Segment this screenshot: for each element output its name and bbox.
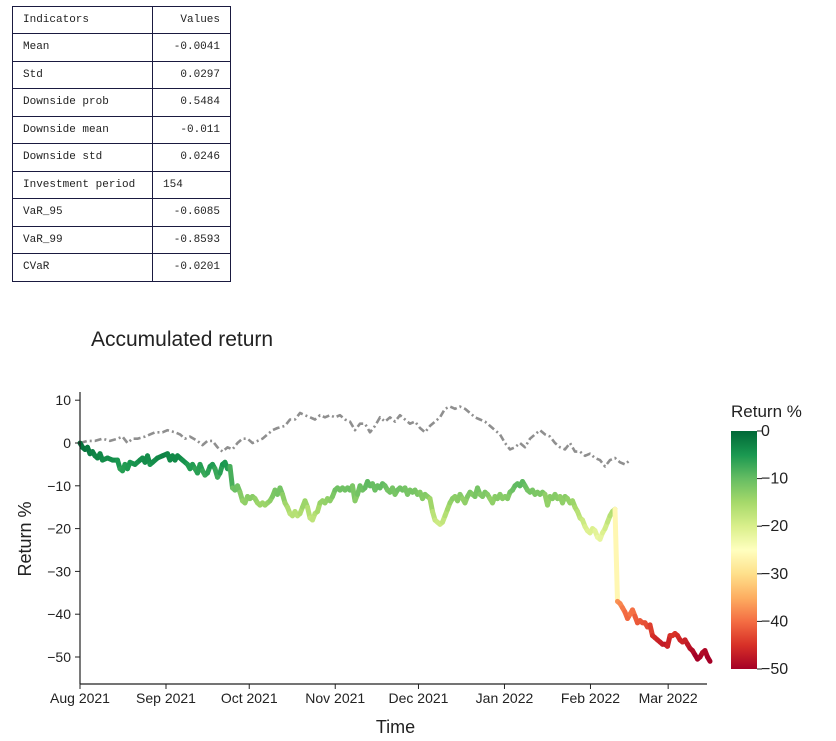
table-row: CVaR -0.0201 (12, 253, 231, 282)
statistics-table-header-row: Indicators Values (12, 6, 231, 34)
y-tick-label: 0 (63, 435, 71, 451)
colorbar-tick-label: −10 (761, 471, 788, 488)
x-tick-label: Feb 2022 (561, 690, 620, 706)
indicator-value: -0.0201 (152, 253, 231, 282)
indicator-name: Downside mean (12, 115, 153, 144)
colorbar-tick-label: −40 (761, 613, 788, 630)
indicator-name: Investment period (12, 170, 153, 199)
y-tick-label: −10 (47, 478, 71, 494)
y-tick-label: −30 (47, 563, 71, 579)
y-tick-label: −20 (47, 521, 71, 537)
indicator-value: -0.8593 (152, 225, 231, 254)
return-line-segment (227, 464, 235, 491)
benchmark-line (79, 405, 631, 468)
return-line-segment (612, 506, 620, 604)
indicator-name: VaR_95 (12, 198, 153, 227)
table-row: VaR_95 -0.6085 (12, 198, 231, 227)
x-tick-label: Mar 2022 (639, 690, 698, 706)
table-row: VaR_99 -0.8593 (12, 225, 231, 254)
table-row: Downside std 0.0246 (12, 143, 231, 172)
colorbar-title: Return % (731, 402, 802, 421)
indicator-value: -0.6085 (152, 198, 231, 227)
table-row: Downside prob 0.5484 (12, 88, 231, 117)
indicator-value: 0.0246 (152, 143, 231, 172)
y-tick-label: −50 (47, 649, 71, 665)
colorbar-scale (731, 431, 757, 669)
y-tick-label: −40 (47, 606, 71, 622)
table-row: Investment period 154 (12, 170, 231, 199)
chart-title: Accumulated return (91, 328, 274, 351)
indicator-name: VaR_99 (12, 225, 153, 254)
indicator-value: 0.5484 (152, 88, 231, 117)
header-indicators: Indicators (12, 6, 153, 34)
y-axis-title: Return % (15, 501, 35, 576)
x-tick-label: Dec 2021 (389, 690, 449, 706)
benchmark-series (79, 405, 631, 468)
colorbar: Return % 0 −10 −20 −30 −40 −50 (731, 402, 802, 678)
return-line-segment (705, 654, 713, 664)
x-tick-label: Nov 2021 (305, 690, 365, 706)
table-row: Mean -0.0041 (12, 33, 231, 62)
indicator-name: Downside std (12, 143, 153, 172)
y-tick-label: 10 (55, 392, 71, 408)
header-values: Values (152, 6, 231, 34)
indicator-value: 154 (152, 170, 231, 199)
colorbar-tick-label: 0 (761, 423, 770, 440)
table-row: Downside mean -0.011 (12, 115, 231, 144)
x-tick-label: Oct 2021 (221, 690, 278, 706)
x-tick-label: Aug 2021 (50, 690, 110, 706)
colorbar-tick-label: −20 (761, 518, 788, 535)
indicator-name: Downside prob (12, 88, 153, 117)
x-axis-title: Time (376, 717, 415, 737)
indicator-value: 0.0297 (152, 60, 231, 89)
colorbar-tick-label: −50 (761, 661, 788, 678)
indicator-name: CVaR (12, 253, 153, 282)
indicator-value: -0.0041 (152, 33, 231, 62)
x-tick-label: Sep 2021 (136, 690, 196, 706)
x-tick-label: Jan 2022 (476, 690, 534, 706)
statistics-table: Indicators Values Mean -0.0041 Std 0.029… (12, 6, 231, 282)
return-series (77, 440, 713, 664)
colorbar-tick-label: −30 (761, 566, 788, 583)
indicator-value: -0.011 (152, 115, 231, 144)
axes: 10 0 −10 −20 −30 −40 −50 Aug 2021 Sep 2021 Oct 20… (15, 392, 707, 737)
table-row: Std 0.0297 (12, 60, 231, 89)
